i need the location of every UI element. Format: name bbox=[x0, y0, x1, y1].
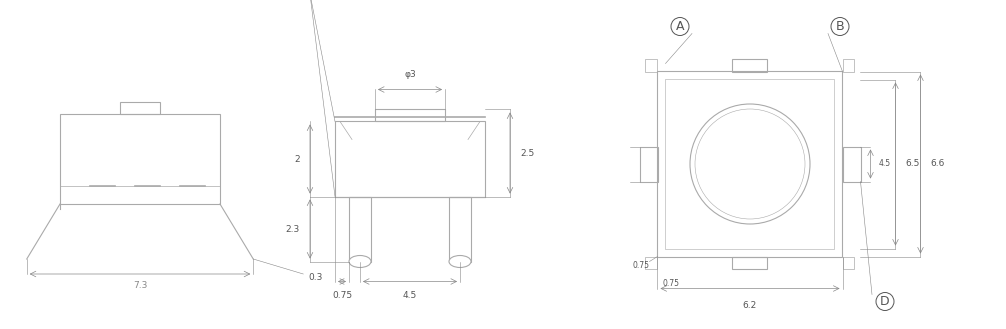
Bar bbox=[120, 102, 160, 114]
Bar bbox=[732, 257, 768, 268]
Text: 6.2: 6.2 bbox=[742, 300, 758, 310]
Bar bbox=[375, 110, 445, 121]
Text: 7.3: 7.3 bbox=[133, 282, 147, 291]
Text: 4.5: 4.5 bbox=[878, 160, 890, 168]
Bar bbox=[646, 257, 658, 268]
Bar bbox=[842, 257, 854, 268]
Bar bbox=[842, 146, 860, 182]
Ellipse shape bbox=[449, 256, 471, 267]
Text: 2.5: 2.5 bbox=[520, 148, 534, 158]
Bar bbox=[658, 71, 842, 257]
Text: 2.3: 2.3 bbox=[286, 224, 300, 234]
Text: 0.75: 0.75 bbox=[332, 291, 352, 300]
Text: D: D bbox=[880, 295, 890, 308]
Bar bbox=[842, 60, 854, 71]
Text: B: B bbox=[836, 20, 844, 33]
Bar bbox=[449, 196, 471, 262]
Text: 0.75: 0.75 bbox=[633, 262, 650, 270]
Bar bbox=[335, 121, 485, 196]
Ellipse shape bbox=[349, 256, 371, 267]
Text: 4.5: 4.5 bbox=[402, 291, 417, 300]
Text: 6.6: 6.6 bbox=[931, 160, 945, 168]
Bar bbox=[640, 146, 658, 182]
Bar bbox=[646, 60, 658, 71]
Text: A: A bbox=[676, 20, 684, 33]
Bar bbox=[60, 114, 220, 204]
Bar bbox=[732, 60, 768, 71]
Text: φ3: φ3 bbox=[404, 70, 415, 80]
Bar bbox=[349, 196, 371, 262]
Text: 0.3: 0.3 bbox=[308, 272, 323, 282]
Text: 2: 2 bbox=[295, 155, 300, 164]
Bar bbox=[666, 80, 835, 248]
Text: 6.5: 6.5 bbox=[905, 160, 919, 168]
Text: 0.75: 0.75 bbox=[663, 279, 679, 288]
